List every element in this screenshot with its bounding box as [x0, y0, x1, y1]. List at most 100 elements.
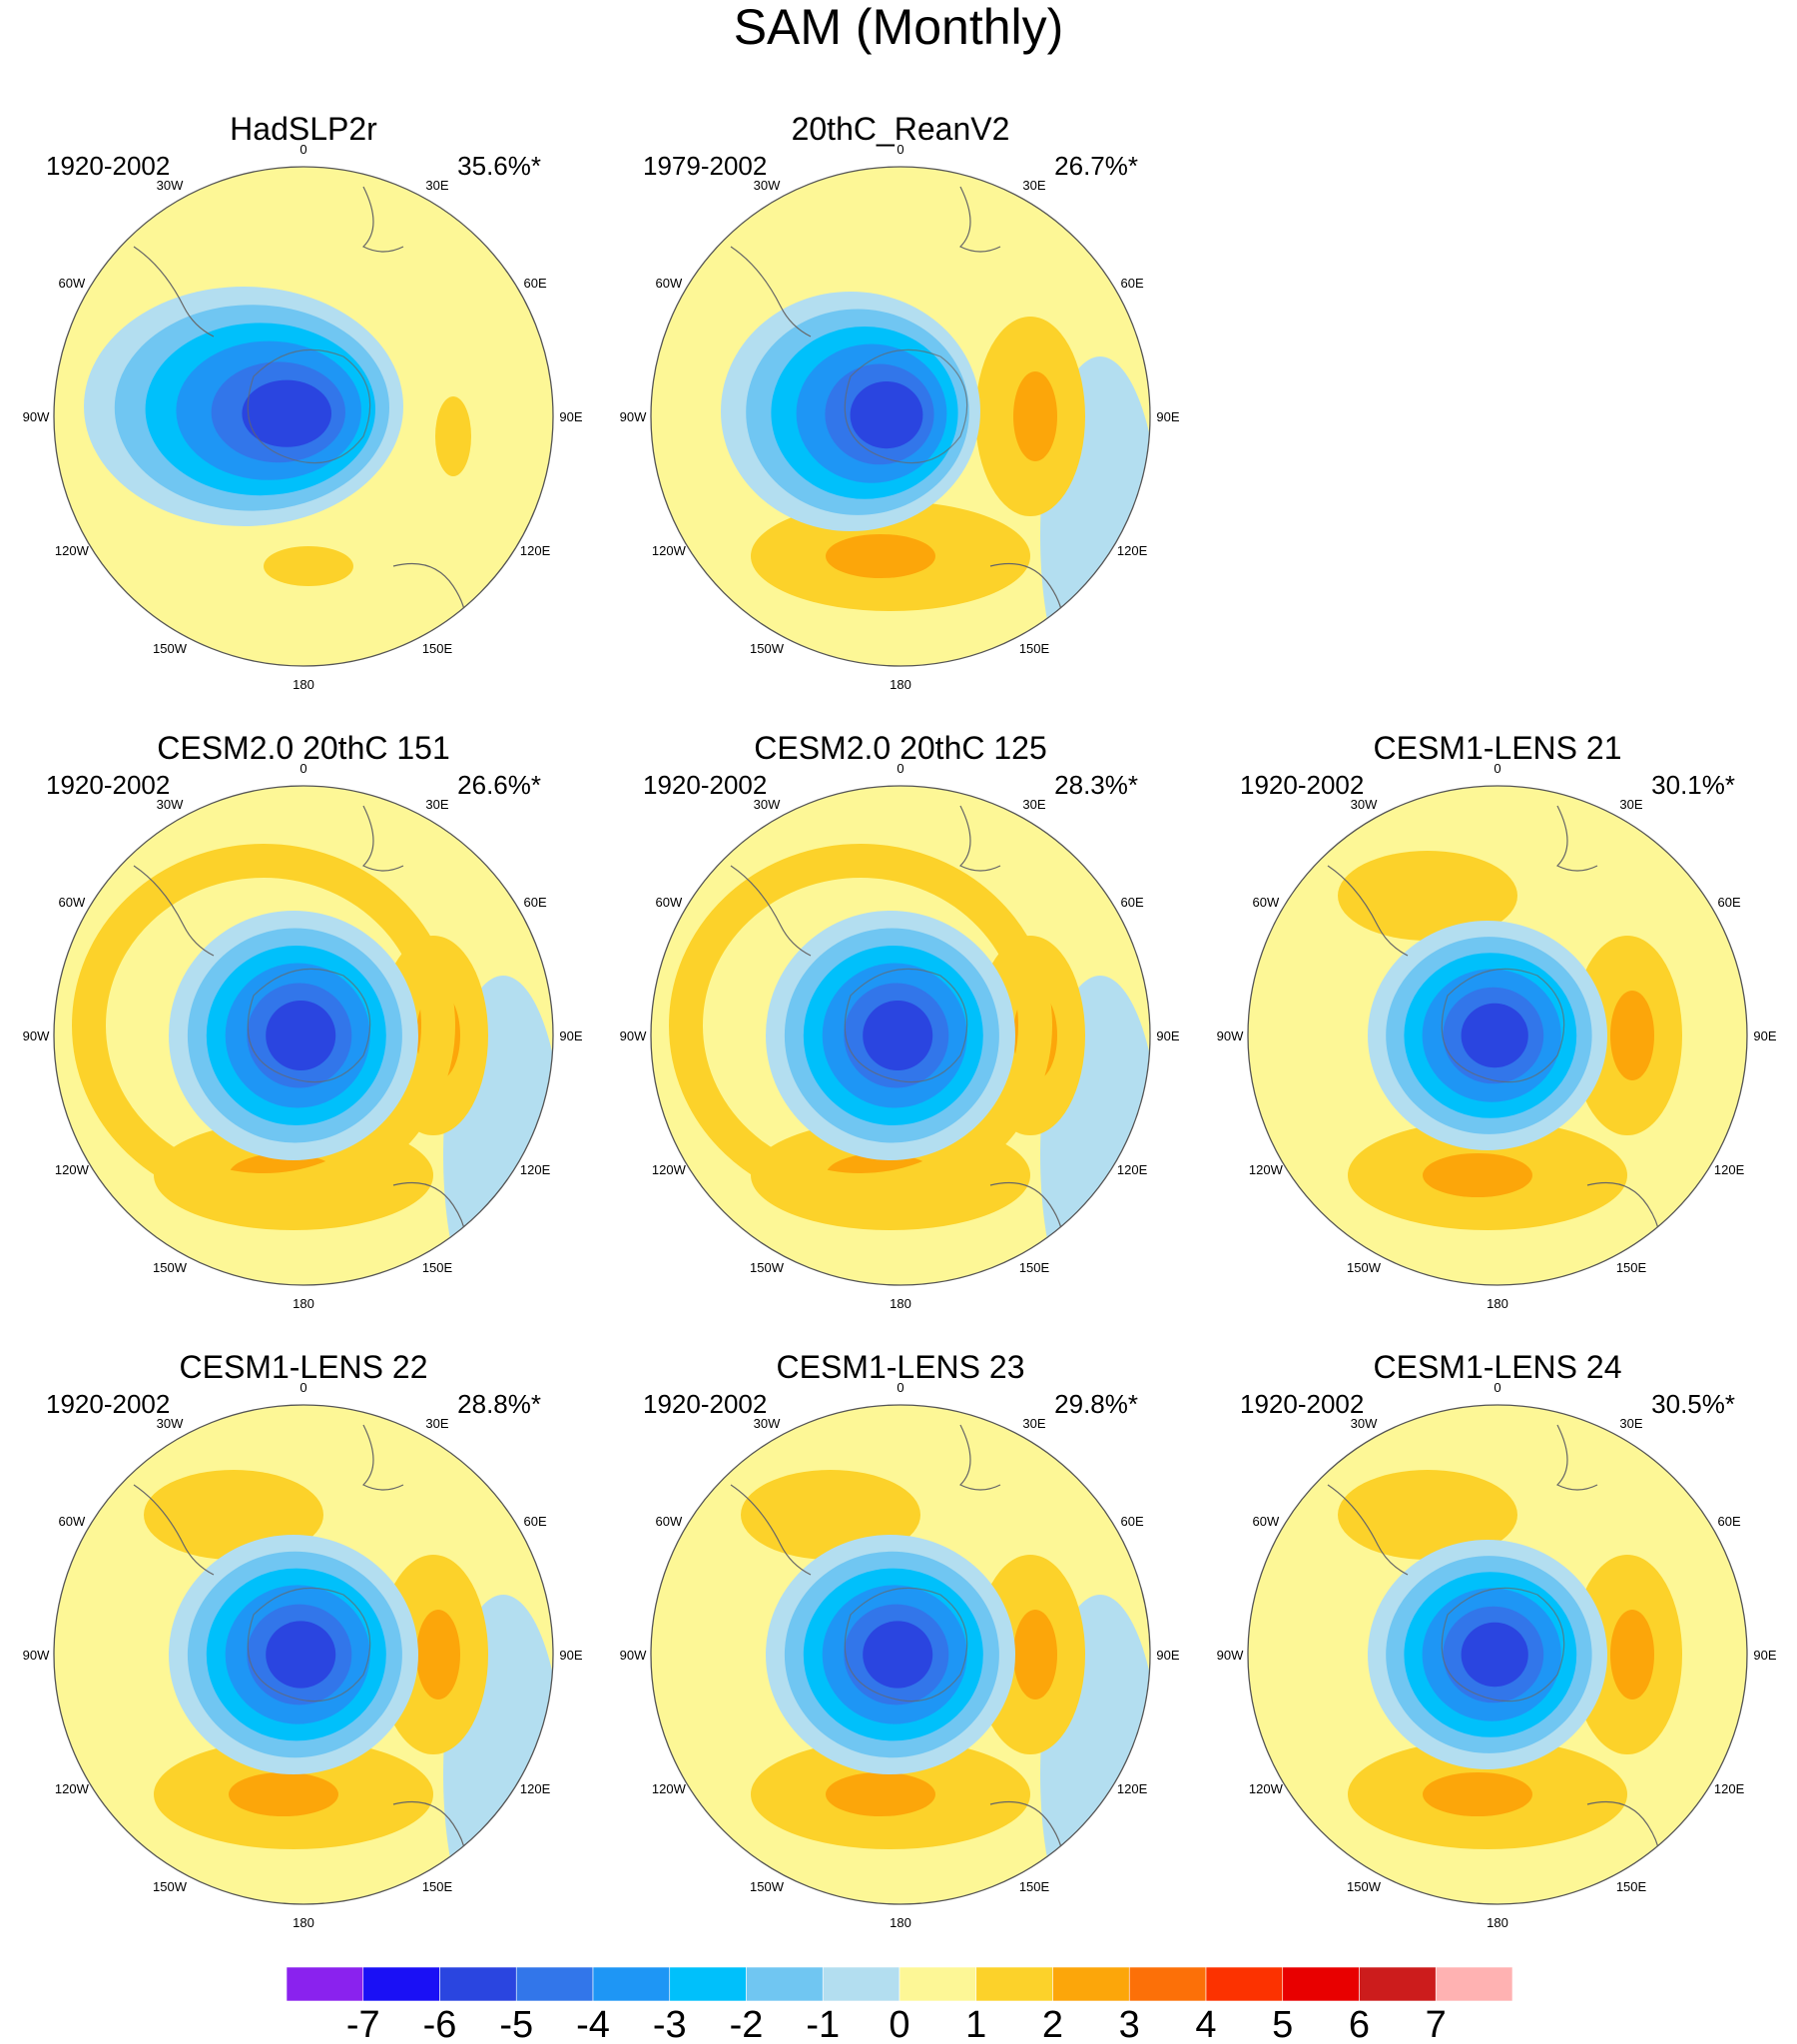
- longitude-label: 30E: [425, 178, 448, 193]
- colorbar-tick-label: 6: [1349, 2004, 1370, 2044]
- positive-anomaly-northwest: [1338, 851, 1517, 941]
- map-boundary: [650, 785, 1151, 1286]
- panel-title: CESM1-LENS 24: [1374, 1349, 1622, 1385]
- colorbar-swatch: [746, 1966, 824, 2002]
- longitude-label: 120E: [520, 543, 551, 558]
- longitude-label: 150W: [1347, 1260, 1382, 1275]
- colorbar-tick-label: 4: [1195, 2004, 1216, 2044]
- map-boundary: [1247, 785, 1748, 1286]
- panel-variance: 30.1%*: [1651, 770, 1735, 800]
- longitude-label: 90E: [1156, 1648, 1179, 1663]
- longitude-label: 120W: [55, 543, 90, 558]
- longitude-label: 180: [293, 1915, 314, 1930]
- longitude-label: 60W: [59, 1514, 86, 1529]
- positive-anomaly-east-core: [416, 1610, 460, 1700]
- longitude-label: 0: [897, 1380, 903, 1395]
- longitude-label: 90E: [559, 409, 582, 424]
- map-panel: 0 30E 60E 90E 120E 150E 180 150W 120W 90W 60W 30W 20…: [620, 111, 1180, 692]
- panel-title: HadSLP2r: [230, 111, 377, 147]
- longitude-label: 150E: [1019, 641, 1050, 656]
- longitude-label: 30E: [425, 1416, 448, 1431]
- longitude-label: 150W: [1347, 1879, 1382, 1894]
- longitude-label: 90W: [620, 1028, 647, 1043]
- longitude-label: 30W: [157, 178, 184, 193]
- south-america-coastline: [1327, 865, 1409, 957]
- colorbar-swatch: [669, 1966, 747, 2002]
- longitude-label: 150E: [422, 1879, 453, 1894]
- colorbar-tick-label: -7: [346, 2004, 380, 2044]
- negative-anomaly-contour: [266, 1621, 336, 1689]
- positive-anomaly-east-core: [1610, 1610, 1654, 1700]
- longitude-label: 0: [1494, 761, 1500, 776]
- colorbar-swatch: [1359, 1966, 1437, 2002]
- longitude-label: 120W: [652, 1162, 687, 1177]
- africa-coastline: [361, 186, 404, 253]
- negative-anomaly-contour: [1461, 1003, 1528, 1068]
- longitude-label: 150W: [750, 1879, 785, 1894]
- positive-anomaly-south-core: [826, 1772, 935, 1816]
- panel-variance: 35.6%*: [457, 151, 541, 181]
- south-america-coastline: [1327, 1484, 1409, 1576]
- panel-title: 20thC_ReanV2: [792, 111, 1010, 147]
- panel-years: 1920-2002: [46, 770, 170, 800]
- negative-anomaly-contour: [242, 379, 331, 447]
- longitude-label: 120E: [520, 1162, 551, 1177]
- longitude-label: 30E: [1022, 178, 1045, 193]
- antarctica-coastline: [844, 348, 968, 464]
- colorbar-tick-label: -4: [576, 2004, 610, 2044]
- map-panel: 0 30E 60E 90E 120E 150E 180 150W 120W 90W 60W 30W CE…: [1217, 1349, 1777, 1930]
- positive-anomaly-ring: [669, 844, 1052, 1207]
- africa-coastline: [1555, 805, 1598, 872]
- antarctica-coastline: [247, 1587, 371, 1703]
- panel-years: 1920-2002: [1240, 770, 1364, 800]
- negative-anomaly-contour: [266, 1001, 336, 1070]
- map-boundary: [53, 1404, 554, 1905]
- longitude-label: 120E: [1714, 1162, 1745, 1177]
- longitude-label: 150E: [422, 1260, 453, 1275]
- colorbar-tick-label: -5: [499, 2004, 533, 2044]
- antarctica-coastline: [1441, 968, 1565, 1083]
- longitude-label: 120W: [652, 1781, 687, 1796]
- longitude-label: 150W: [153, 641, 188, 656]
- map-panel: 0 30E 60E 90E 120E 150E 180 150W 120W 90W 60W 30W CE…: [23, 730, 583, 1311]
- longitude-label: 150E: [1616, 1879, 1647, 1894]
- colorbar-tick-label: 7: [1426, 2004, 1447, 2044]
- colorbar-swatch: [1052, 1966, 1130, 2002]
- map-boundary: [53, 166, 554, 667]
- colorbar-tick-label: -1: [806, 2004, 840, 2044]
- longitude-label: 120E: [1117, 543, 1148, 558]
- antarctica-coastline: [247, 968, 371, 1083]
- south-america-coastline: [730, 865, 812, 957]
- negative-anomaly-contour: [1461, 1622, 1528, 1688]
- antarctica-coastline: [844, 1587, 968, 1703]
- africa-coastline: [1555, 1424, 1598, 1491]
- longitude-label: 180: [1487, 1915, 1508, 1930]
- panel-title: CESM2.0 20thC 151: [157, 730, 450, 766]
- positive-anomaly-south-core: [1423, 1153, 1532, 1197]
- positive-anomaly-east-core: [1610, 991, 1654, 1080]
- south-america-coastline: [730, 246, 812, 338]
- longitude-label: 60E: [1718, 1514, 1741, 1529]
- south-america-coastline: [133, 246, 215, 338]
- map-panel: 0 30E 60E 90E 120E 150E 180 150W 120W 90W 60W 30W Ha…: [23, 111, 583, 692]
- antarctica-coastline: [247, 348, 371, 464]
- longitude-label: 150E: [422, 641, 453, 656]
- longitude-label: 60E: [1121, 895, 1144, 910]
- panel-variance: 26.7%*: [1054, 151, 1138, 181]
- longitude-label: 150E: [1019, 1879, 1050, 1894]
- longitude-label: 0: [300, 761, 306, 776]
- colorbar-swatch: [1205, 1966, 1284, 2002]
- map-field: [54, 167, 553, 666]
- longitude-label: 60E: [1121, 1514, 1144, 1529]
- longitude-label: 90W: [23, 409, 50, 424]
- longitude-label: 90W: [23, 1648, 50, 1663]
- positive-anomaly-east: [435, 396, 471, 476]
- colorbar-tick-label: -2: [730, 2004, 764, 2044]
- longitude-label: 150W: [750, 641, 785, 656]
- positive-anomaly-south-core: [826, 534, 935, 578]
- longitude-label: 90E: [1753, 1648, 1776, 1663]
- panel-variance: 28.3%*: [1054, 770, 1138, 800]
- longitude-label: 180: [293, 1296, 314, 1311]
- longitude-label: 150W: [750, 1260, 785, 1275]
